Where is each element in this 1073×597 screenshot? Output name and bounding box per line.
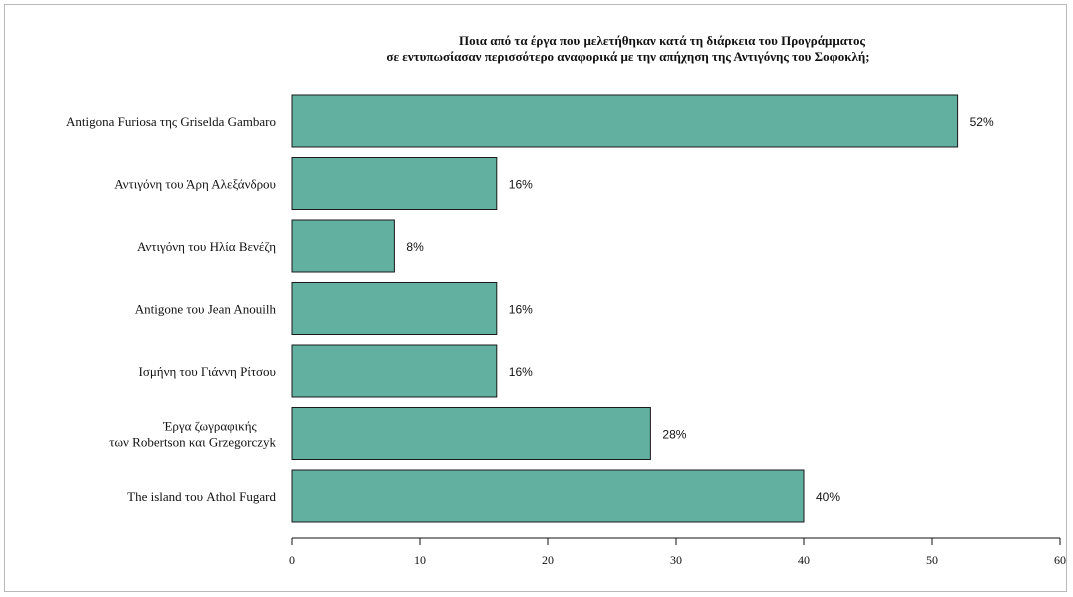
value-label: 52% [970, 115, 994, 129]
category-label: Αντιγόνη του Ηλία Βενέζη [137, 239, 276, 254]
bar [291, 469, 805, 523]
bar [291, 94, 959, 148]
chart-title: Ποια από τα έργα που μελετήθηκαν κατά τη… [386, 33, 869, 64]
x-tick-label: 60 [1054, 553, 1066, 567]
x-tick-label: 50 [926, 553, 938, 567]
bar [291, 407, 651, 460]
category-label: Antigone του Jean Anouilh [135, 302, 277, 317]
value-label: 16% [509, 365, 533, 379]
category-label: Ισμήνη του Γιάννη Ρίτσου [138, 364, 276, 379]
x-tick-label: 0 [289, 553, 295, 567]
bars-group: Antigona Furiosa της Griselda Gambaro 52%… [66, 94, 994, 523]
x-tick-label: 30 [670, 553, 682, 567]
bar [291, 282, 498, 335]
category-label: The island του Athol Fugard [127, 489, 276, 504]
value-label: 28% [662, 428, 686, 442]
value-label: 8% [406, 240, 424, 254]
bar [291, 219, 395, 273]
chart-title-line: σε εντυπωσίασαν περισσότερο αναφορικά με… [386, 49, 869, 64]
x-axis: 0 10 20 30 40 50 60 [289, 537, 1066, 567]
x-tick-label: 20 [542, 553, 554, 567]
category-label: Antigona Furiosa της Griselda Gambaro [66, 114, 276, 129]
x-tick-label: 10 [414, 553, 426, 567]
value-label: 40% [816, 490, 840, 504]
bar [291, 344, 498, 398]
bar [291, 157, 498, 210]
category-label: των Robertson και Grzegorczyk [109, 435, 276, 450]
value-label: 16% [509, 178, 533, 192]
value-label: 16% [509, 303, 533, 317]
category-label: Αντιγόνη του Άρη Αλεξάνδρου [114, 177, 276, 192]
chart-title-line: Ποια από τα έργα που μελετήθηκαν κατά τη… [459, 33, 865, 48]
category-label: Έργα ζωγραφικής [162, 419, 257, 434]
x-tick-label: 40 [798, 553, 810, 567]
